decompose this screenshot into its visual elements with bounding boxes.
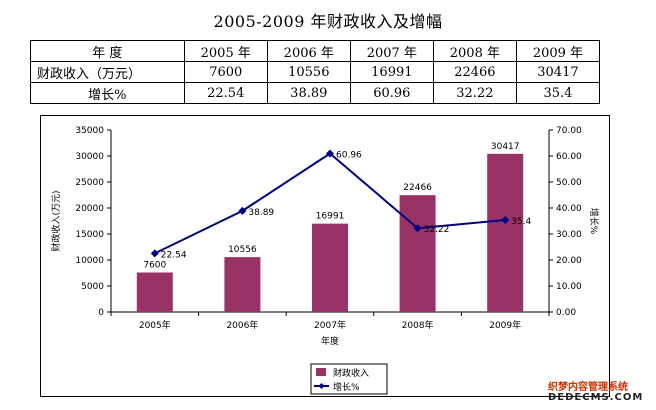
x-axis-title: 年度 — [321, 335, 339, 347]
bar-data-label: 7600 — [143, 260, 166, 270]
table-cell: 16991 — [349, 61, 434, 83]
bar — [487, 153, 524, 312]
legend-marker-line — [318, 383, 325, 389]
table-cell: 7600 — [183, 61, 268, 83]
watermark-logo-text: 织梦内容管理系统 — [548, 382, 628, 393]
table-cell: 22466 — [432, 61, 517, 83]
x-tick-label: 2006年 — [226, 319, 258, 331]
table-cell: 60.96 — [349, 82, 434, 104]
x-tick-label: 2007年 — [314, 319, 346, 331]
growth-point — [326, 149, 334, 158]
table-header-cell: 2009 年 — [515, 40, 601, 62]
table-cell: 32.22 — [432, 82, 517, 104]
bar-data-label: 10556 — [228, 245, 257, 255]
table-cell: 30417 — [515, 61, 601, 83]
right-tick-label: 50.00 — [556, 178, 582, 188]
bar — [136, 272, 173, 312]
growth-data-label: 38.89 — [248, 208, 274, 218]
watermark-url: DEDECMS.COM — [548, 392, 644, 403]
left-tick-label: 20000 — [75, 204, 104, 214]
table-header-cell: 2008 年 — [432, 40, 517, 62]
bar-data-label: 16991 — [316, 212, 345, 222]
table-row: 财政收入（万元） 7600 10556 16991 22466 30417 — [30, 61, 601, 83]
growth-point — [238, 206, 247, 215]
growth-point — [150, 249, 159, 258]
left-tick-label: 35000 — [75, 126, 104, 136]
bar-data-label: 30417 — [491, 142, 520, 152]
growth-point — [501, 215, 510, 224]
x-tick-label: 2008年 — [402, 319, 434, 331]
chart-frame: 0 5000 10000 15000 20000 25000 30000 35000 0.00 1… — [40, 115, 610, 397]
table-header-cell: 2005 年 — [183, 40, 268, 62]
left-tick-label: 25000 — [75, 178, 104, 188]
left-tick-label: 15000 — [75, 230, 104, 240]
table-row: 增长% 22.54 38.89 60.96 32.22 35.4 — [30, 82, 601, 104]
right-tick-label: 20.00 — [556, 256, 582, 266]
bar — [399, 195, 436, 312]
left-axis-title: 财政收入(万元) — [50, 190, 62, 251]
table-header-cell: 2007 年 — [349, 40, 434, 62]
left-tick-label: 10000 — [75, 256, 104, 266]
x-tick-label: 2009年 — [489, 319, 521, 331]
table-cell: 22.54 — [183, 82, 268, 104]
table-cell: 38.89 — [266, 82, 351, 104]
x-tick-label: 2005年 — [139, 319, 171, 331]
table-header-cell: 2006 年 — [266, 40, 351, 62]
legend-swatch-bar — [316, 368, 326, 376]
right-tick-label: 30.00 — [556, 230, 582, 240]
left-tick-label: 5000 — [81, 282, 104, 292]
legend-label-line: 增长% — [333, 381, 360, 393]
right-tick-label: 70.00 — [556, 126, 582, 136]
growth-data-label: 35.4 — [511, 217, 531, 227]
bar — [312, 223, 348, 312]
table-header-row: 年 度 2005 年 2006 年 2007 年 2008 年 2009 年 — [30, 40, 601, 62]
right-tick-label: 60.00 — [556, 152, 582, 162]
row-label: 财政收入（万元） — [30, 61, 185, 83]
right-tick-label: 0.00 — [556, 308, 576, 318]
bar — [224, 257, 261, 312]
right-tick-label: 10.00 — [556, 282, 582, 292]
left-tick-label: 30000 — [75, 152, 104, 162]
page-title: 2005-2009 年财政收入及增幅 — [213, 12, 443, 31]
data-table: 年 度 2005 年 2006 年 2007 年 2008 年 2009 年 财… — [30, 40, 601, 104]
right-axis-title: 增长% — [588, 208, 600, 235]
right-tick-label: 40.00 — [556, 204, 582, 214]
growth-data-label: 22.54 — [161, 250, 187, 260]
growth-point — [413, 224, 422, 233]
row-label: 增长% — [30, 82, 185, 104]
growth-data-label: 32.22 — [424, 225, 450, 235]
table-cell: 35.4 — [515, 82, 601, 104]
bar-data-label: 22466 — [403, 183, 432, 193]
growth-data-label: 60.96 — [336, 151, 362, 161]
table-header-cell: 年 度 — [30, 40, 185, 62]
legend-label-bar: 财政收入 — [333, 367, 369, 379]
left-tick-label: 0 — [98, 308, 104, 318]
table-cell: 10556 — [266, 61, 351, 83]
combo-chart: 0 5000 10000 15000 20000 25000 30000 35000 0.00 1… — [50, 126, 600, 395]
